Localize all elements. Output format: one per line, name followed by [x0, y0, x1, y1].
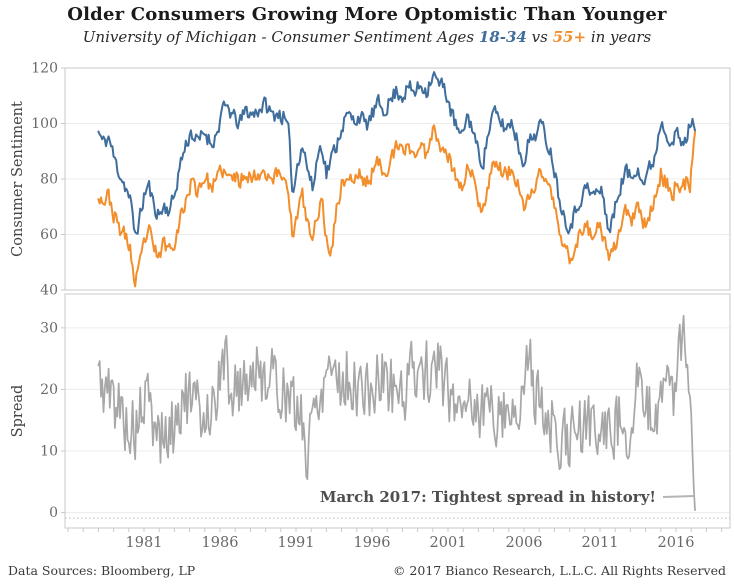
y-tick-label: 60 — [40, 227, 58, 243]
x-tick-label: 2001 — [430, 535, 467, 551]
gridlines — [65, 123, 730, 514]
spread-panel-border — [64, 293, 731, 529]
series-55plus-line — [97, 124, 696, 288]
y-tick-label: 100 — [31, 116, 58, 132]
spread-series-group — [97, 314, 696, 511]
series-18-34-line — [97, 71, 696, 235]
x-tick-label: 1981 — [126, 535, 163, 551]
y-axis-title-spread: Spread — [10, 385, 26, 438]
y-axis-title-sentiment: Consumer Sentiment — [10, 101, 26, 257]
x-tick-label: 1996 — [354, 535, 391, 551]
x-tick-label: 1986 — [202, 535, 239, 551]
subtitle-prefix: University of Michigan - Consumer Sentim… — [82, 28, 479, 46]
data-source-note: Data Sources: Bloomberg, LP — [8, 563, 196, 578]
annotation-tightest-spread: March 2017: Tightest spread in history! — [320, 488, 656, 506]
chart-subtitle: University of Michigan - Consumer Sentim… — [0, 28, 734, 46]
x-tick-label: 1991 — [278, 535, 315, 551]
age-55plus-label: 55+ — [552, 28, 587, 46]
y-tick-label: 0 — [49, 505, 58, 521]
copyright-note: © 2017 Bianco Research, L.L.C. All Right… — [392, 563, 726, 578]
x-tick-label: 2006 — [506, 535, 543, 551]
y-tick-label: 120 — [31, 61, 58, 77]
y-tick-label: 10 — [40, 444, 58, 460]
annotation-connector-line — [662, 495, 695, 498]
sentiment-series-group — [97, 71, 696, 288]
subtitle-vs: vs — [526, 28, 553, 46]
age-18-34-label: 18-34 — [478, 28, 527, 46]
axis-ticks-and-labels: 40 60 80 100 120 0 10 20 30 1981 1986 1991 1996 2001 2… — [31, 61, 723, 551]
chart-title: Older Consumers Growing More Optomistic … — [67, 4, 667, 25]
y-tick-label: 80 — [40, 172, 58, 188]
chart-canvas: 40 60 80 100 120 0 10 20 30 1981 1986 1991 1996 2001 2… — [10, 61, 731, 551]
x-tick-label: 2011 — [582, 535, 619, 551]
series-spread-line — [97, 314, 696, 511]
subtitle-suffix: in years — [586, 28, 652, 46]
y-tick-label: 20 — [40, 382, 58, 398]
x-tick-label: 2016 — [658, 535, 695, 551]
y-tick-label: 40 — [40, 283, 58, 299]
y-tick-label: 30 — [40, 320, 58, 336]
